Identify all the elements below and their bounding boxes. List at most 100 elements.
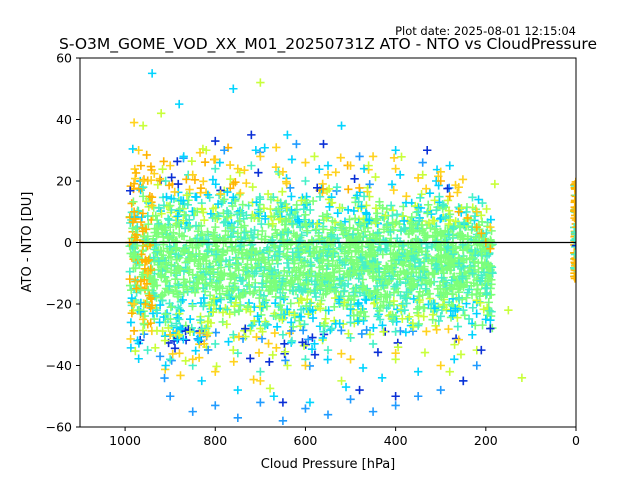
scatter-point [570,258,576,267]
series-point [418,170,427,180]
scatter-point [357,266,366,275]
scatter-point [211,328,221,337]
series-point [359,192,369,201]
scatter-point [266,204,275,214]
series-point [260,321,270,330]
scatter-point [178,295,187,305]
scatter-point [448,311,458,321]
scatter-point [424,200,433,210]
scatter-point [307,345,317,354]
scatter-point [448,245,458,254]
scatter-point [336,243,345,252]
series-point [413,207,423,216]
series-point [337,226,346,235]
scatter-point [328,256,338,266]
series-point [247,161,256,170]
scatter-point [340,270,349,279]
series-point [247,250,256,259]
series-point [229,84,238,93]
scatter-point [456,350,466,359]
scatter-point [420,231,430,240]
series-point [165,392,175,401]
series-point [341,382,351,392]
scatter-point [203,345,213,355]
scatter-point [381,292,390,301]
scatter-point [333,233,342,243]
scatter-point [347,265,356,274]
scatter-point [385,276,394,286]
scatter-point [419,312,428,321]
scatter-point [365,180,374,189]
scatter-point [290,259,299,268]
series-point [292,139,301,149]
series-point [445,367,454,376]
y-tick-label: 60 [56,51,72,66]
scatter-point [394,255,404,265]
series-point [427,256,436,266]
series-point [368,152,378,161]
series-point [211,367,220,376]
scatter-point [215,289,224,299]
series-point [445,262,454,272]
scatter-point [155,352,165,361]
series-point [418,158,427,167]
scatter-point [255,286,264,295]
scatter-point [166,302,176,312]
scatter-point [358,363,368,373]
scatter-point [454,259,464,268]
scatter-point [455,222,465,232]
scatter-point [280,347,290,356]
series-point [409,226,418,235]
y-tick-label: 20 [56,174,72,189]
scatter-point [397,152,406,161]
scatter-point [398,314,407,323]
scatter-point [358,254,367,264]
series-point [211,213,220,223]
series-point [517,373,527,382]
scatter-point [336,276,345,285]
scatter-point [349,288,358,297]
scatter-point [365,330,375,339]
scatter-point [396,267,405,277]
scatter-point [453,322,463,331]
scatter-point [352,191,362,200]
scatter-point [351,240,360,249]
scatter-point [399,239,409,249]
y-tick-label: 0 [64,235,72,250]
scatter-point [387,180,397,189]
scatter-point [239,287,249,297]
scatter-point [174,280,183,290]
series-point [486,244,495,253]
scatter-point [312,253,322,263]
scatter-point [312,242,321,252]
series-point [436,385,445,395]
scatter-point [443,196,453,205]
scatter-point [183,285,192,294]
scatter-point [283,228,293,237]
scatter-point [376,302,385,312]
scatter-point [304,310,313,319]
series-point [463,213,472,223]
scatter-point [203,190,213,200]
series-point [134,253,143,263]
scatter-point [382,204,391,214]
scatter-point [314,269,324,279]
scatter-point [432,205,441,215]
series-point [472,207,481,216]
scatter-point [261,214,270,224]
scatter-point [308,196,318,206]
scatter-point [192,192,201,202]
scatter-point [375,306,384,316]
scatter-point [288,286,298,295]
scatter-point [250,282,260,292]
scatter-point [194,353,204,362]
scatter-point [297,286,306,295]
scatter-point [176,265,185,274]
scatter-point [337,326,346,335]
scatter-point [447,276,456,285]
scatter-point [242,178,251,188]
scatter-point [187,250,196,260]
scatter-point [398,212,408,221]
scatter-point [446,306,455,316]
